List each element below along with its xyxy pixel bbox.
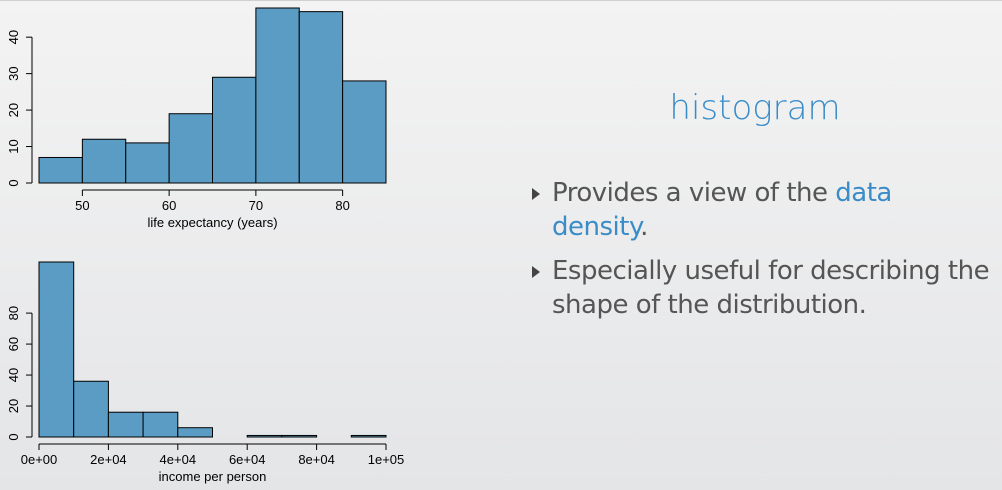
- histogram-bar: [81, 138, 127, 184]
- x-tick-label: 70: [249, 198, 263, 213]
- y-tick-label: 20: [6, 399, 21, 413]
- x-tick-label: 0e+00: [21, 452, 58, 467]
- income-histogram: 0e+00 2e+04 4e+04 6e+04 8e+04 1e+05 income per…: [6, 261, 405, 484]
- bullet-item-shape: Especially useful for describing the sha…: [530, 254, 990, 322]
- y-tick-label: 40: [6, 30, 21, 44]
- histogram-bar: [125, 142, 170, 184]
- y-tick-label: 60: [6, 337, 21, 351]
- x-axis-title: life expectancy (years): [147, 215, 277, 230]
- histogram-bar: [107, 411, 144, 438]
- y-tick-label: 0: [6, 179, 21, 186]
- slide-title: histogram: [669, 88, 841, 128]
- bullet-highlight: data density: [552, 178, 892, 242]
- histogram-bar: [255, 7, 300, 184]
- x-tick-label: 6e+04: [229, 452, 266, 467]
- histogram-bar: [350, 434, 387, 438]
- histogram-bar: [38, 156, 83, 184]
- histogram-bar: [142, 411, 179, 438]
- bullet-text: Especially useful for describing the sha…: [552, 256, 990, 320]
- histogram-bar: [177, 427, 214, 438]
- x-tick-label: 50: [75, 198, 89, 213]
- y-tick-label: 80: [6, 306, 21, 320]
- y-tick-label: 30: [6, 66, 21, 80]
- y-tick-label: 40: [6, 368, 21, 382]
- y-tick-label: 0: [6, 433, 21, 440]
- histogram-bar: [281, 434, 318, 438]
- bullet-arrow-icon: [532, 266, 540, 278]
- slide-top-border: [0, 0, 1002, 1]
- x-axis-title: income per person: [159, 469, 267, 484]
- bullet-text-end: .: [640, 212, 648, 242]
- x-tick-label: 2e+04: [90, 452, 127, 467]
- x-tick-label: 8e+04: [298, 452, 335, 467]
- histogram-bar: [212, 76, 257, 184]
- bullet-item-data-density: Provides a view of the data density.: [530, 176, 990, 244]
- x-tick-label: 1e+05: [368, 452, 405, 467]
- histogram-bar: [38, 261, 75, 438]
- y-tick-label: 20: [6, 103, 21, 117]
- life-expectancy-histogram: 50 60 70 80 life expectancy (years) 0 10 20 30 40: [6, 7, 387, 230]
- histogram-bar: [342, 80, 387, 184]
- x-tick-label: 4e+04: [160, 452, 197, 467]
- histogram-bar: [298, 11, 344, 184]
- x-tick-label: 60: [162, 198, 176, 213]
- histogram-bar: [246, 434, 283, 438]
- bullet-arrow-icon: [532, 188, 540, 200]
- y-tick-label: 10: [6, 139, 21, 153]
- bullet-text: Provides a view of the: [552, 178, 836, 208]
- histogram-bar: [168, 113, 213, 184]
- histogram-bar: [73, 380, 109, 438]
- bullet-list: Provides a view of the data density. Esp…: [530, 176, 990, 332]
- x-tick-label: 80: [335, 198, 349, 213]
